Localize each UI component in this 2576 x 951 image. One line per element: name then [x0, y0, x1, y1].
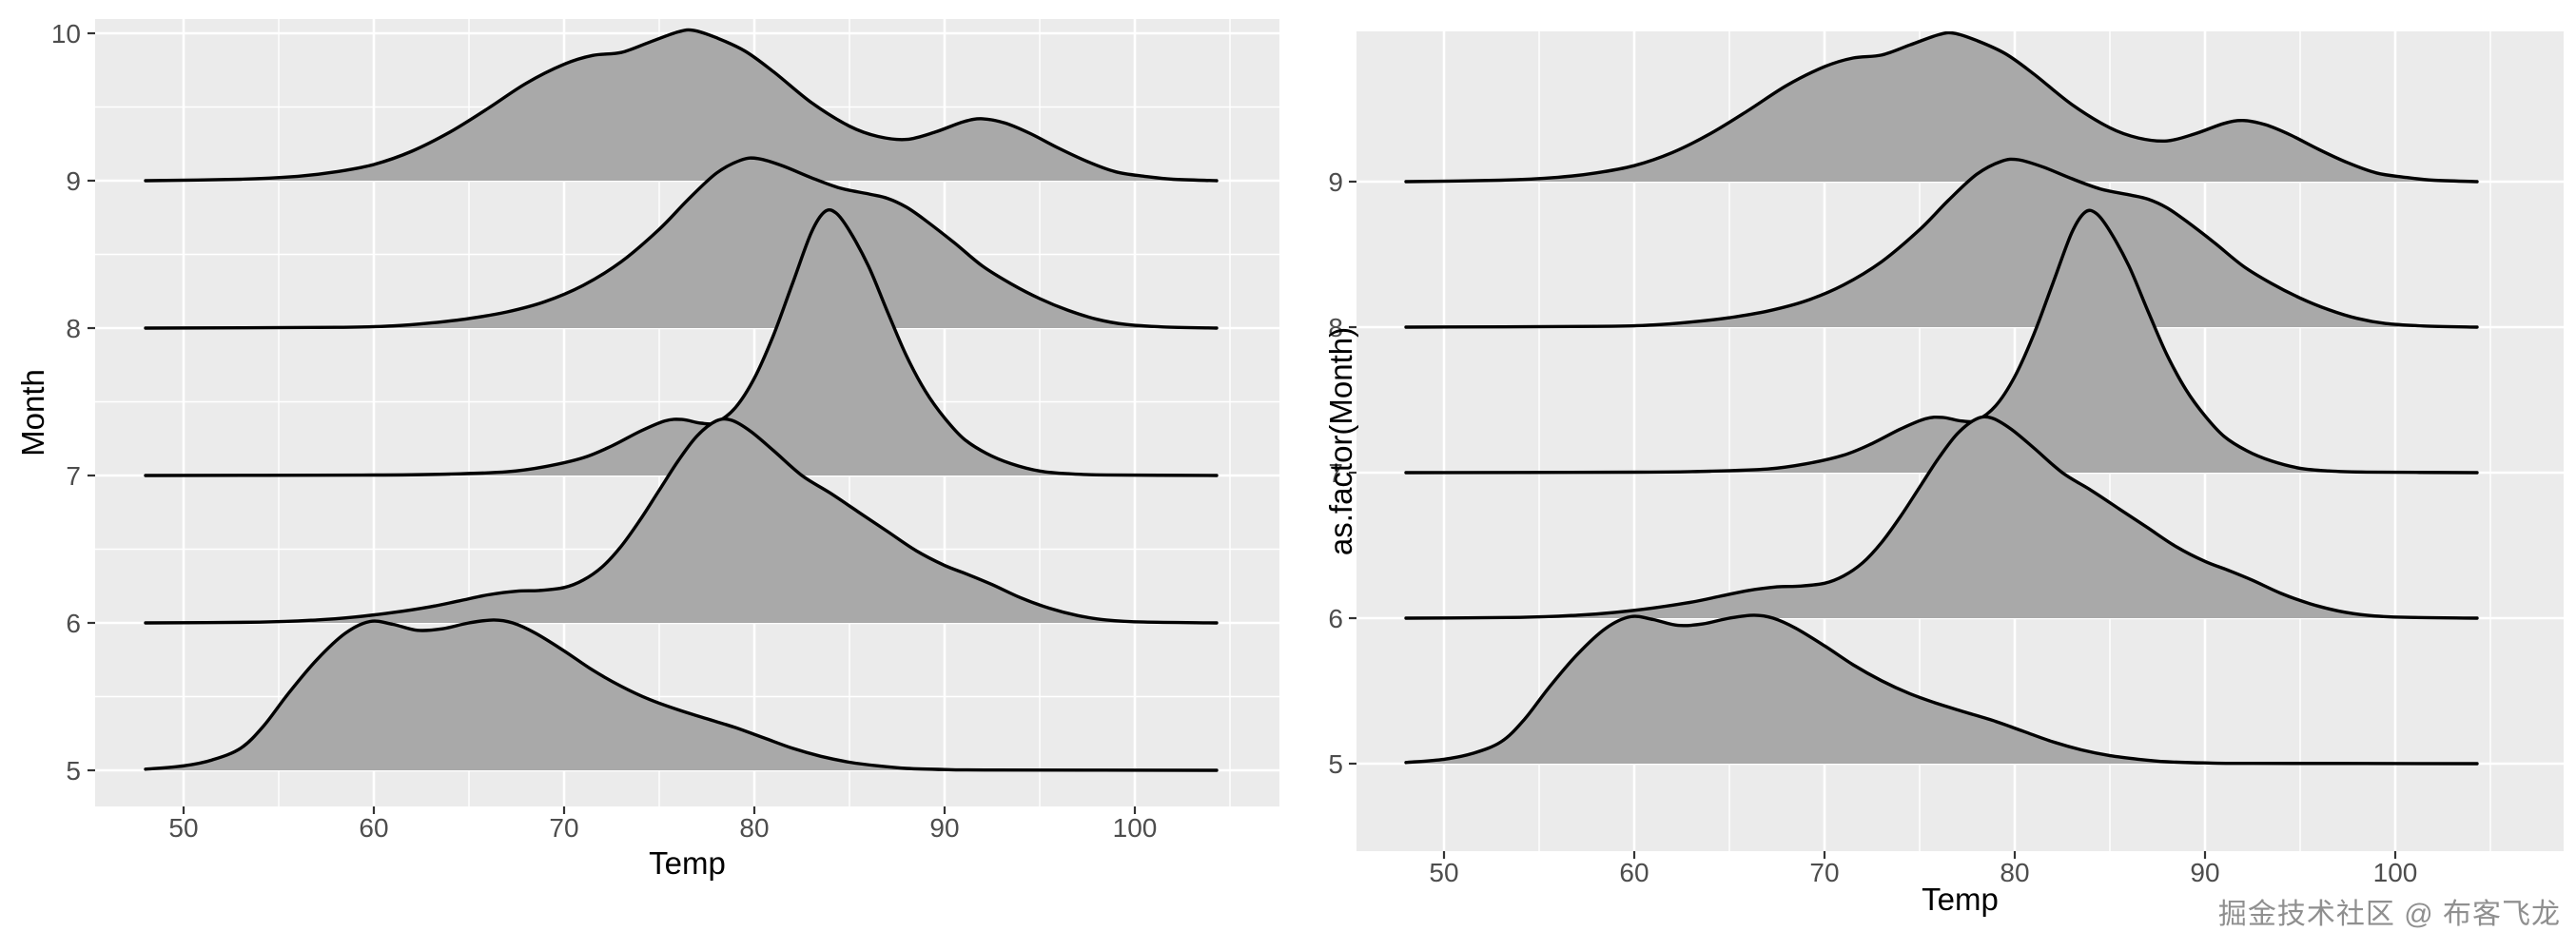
watermark: 掘金技术社区 @ 布客飞龙 — [2217, 899, 2561, 930]
ridge-fill-month-7 — [1406, 210, 2477, 474]
ridge-fill-month-9 — [1406, 32, 2477, 183]
x-tick-label: 60 — [359, 813, 388, 843]
x-tick-label: 90 — [2190, 858, 2219, 887]
y-tick-label: 9 — [66, 166, 81, 196]
ridge-fill-month-8 — [1406, 159, 2477, 327]
ridge-line-month-6 — [144, 417, 1219, 625]
ridge-line-month-9 — [1404, 31, 2479, 184]
ridgeline-svg-factor-month: 50 60 70 80 90 100 5 6 7 8 9 Temp as.factor(Month) — [1323, 31, 2564, 917]
ridge-fill-month-6 — [146, 418, 1217, 623]
y-tick-label: 5 — [1328, 749, 1343, 779]
x-tick-label: 50 — [1429, 858, 1458, 887]
y-tick-label: 6 — [1328, 604, 1343, 633]
ridgeline-svg-month: 50 60 70 80 90 100 5 6 7 8 9 10 Temp Month — [15, 19, 1279, 881]
ridge-line-month-8 — [144, 156, 1219, 330]
ridgeline-plot-month: 50 60 70 80 90 100 5 6 7 8 9 10 Temp Month — [15, 19, 1279, 881]
x-tick-label: 100 — [2373, 858, 2418, 887]
y-tick-label: 7 — [1328, 458, 1343, 488]
ridge-line-month-5 — [1404, 613, 2479, 766]
y-tick-label: 5 — [66, 756, 81, 786]
x-tick-label: 70 — [1809, 858, 1839, 887]
ridge-line-month-8 — [1404, 157, 2479, 329]
ridge-line-month-7 — [144, 207, 1219, 477]
x-axis-title: Temp — [649, 845, 726, 881]
ridge-fill-month-5 — [146, 619, 1217, 770]
x-tick-label: 60 — [1619, 858, 1649, 887]
ridge-line-month-7 — [1404, 208, 2479, 475]
ridge-fill-month-9 — [146, 29, 1217, 182]
ridgeline-plot-factor-month: 50 60 70 80 90 100 5 6 7 8 9 Temp as.factor(Month) — [1288, 0, 2576, 951]
y-tick-label: 9 — [1328, 167, 1343, 197]
ridge-fill-month-5 — [1406, 614, 2477, 764]
ridge-line-month-9 — [144, 28, 1219, 183]
ridge-fill-month-7 — [146, 209, 1217, 476]
y-tick-label: 6 — [66, 609, 81, 638]
y-tick-label: 8 — [66, 314, 81, 343]
x-tick-label: 100 — [1113, 813, 1158, 843]
x-tick-label: 50 — [168, 813, 198, 843]
ridge-fill-month-6 — [1406, 417, 2477, 618]
y-axis-title: as.factor(Month) — [1323, 327, 1358, 555]
ridge-fill-month-8 — [146, 158, 1217, 328]
ridge-line-month-5 — [144, 618, 1219, 772]
x-tick-label: 80 — [2000, 858, 2029, 887]
y-tick-label: 8 — [1328, 313, 1343, 342]
x-tick-label: 90 — [929, 813, 959, 843]
x-tick-label: 70 — [549, 813, 578, 843]
y-tick-label: 10 — [51, 19, 81, 49]
y-tick-label: 7 — [66, 461, 81, 491]
y-axis-title: Month — [15, 369, 50, 456]
x-tick-label: 80 — [739, 813, 769, 843]
ridge-line-month-6 — [1404, 415, 2479, 620]
x-axis-title: Temp — [1922, 882, 1999, 917]
